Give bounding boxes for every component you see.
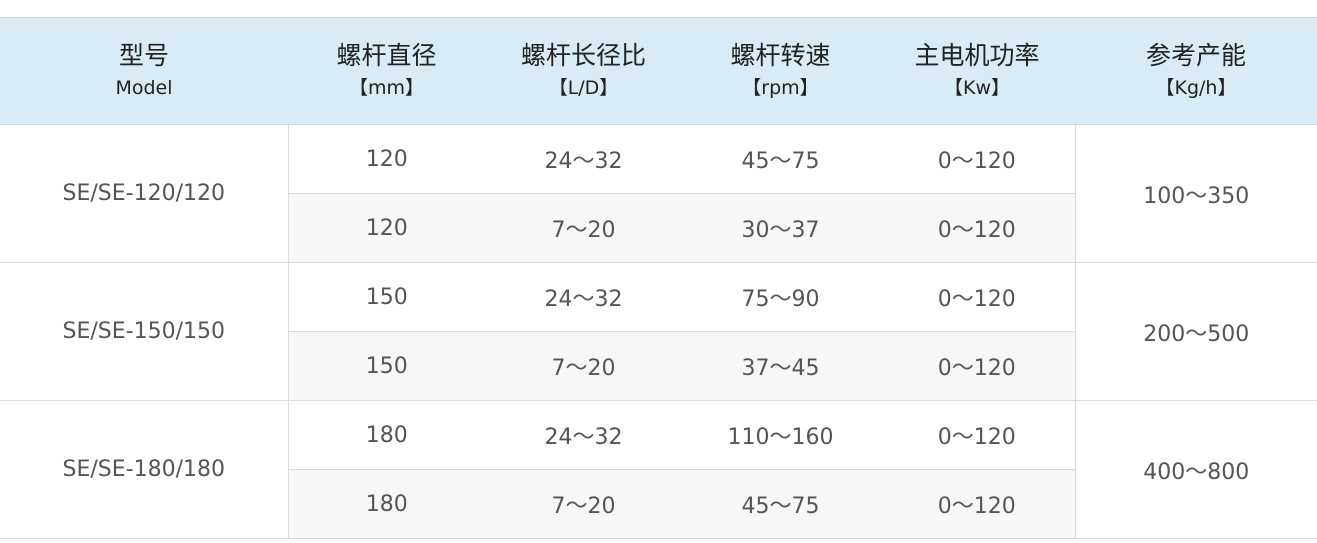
header-capacity: 参考产能【Kg/h】	[1075, 17, 1317, 125]
speed-cell: 30～37	[682, 193, 879, 263]
table-row: 180 7～20 45～75 0～120	[0, 469, 1317, 539]
speed-cell: 45～75	[682, 124, 879, 194]
header-row: 型号 Model 螺杆直径【mm】 螺杆长径比【L/D】 螺杆转速【rpm】 主电…	[0, 17, 1317, 125]
power-cell: 0～120	[879, 331, 1075, 401]
capacity-cell: 100～350	[1074, 124, 1317, 263]
ld-cell: 24～32	[485, 400, 682, 470]
header-en: 【mm】	[348, 77, 425, 99]
diameter-cell: 180	[288, 469, 485, 539]
table-row: SE/SE-180/180 180 24～32 110～160 0～120 400～800	[0, 400, 1317, 539]
power-cell: 0～120	[879, 469, 1075, 539]
header-cn: 螺杆长径比	[520, 41, 646, 70]
header-cn: 主电机功率	[914, 41, 1040, 70]
speed-cell: 37～45	[682, 331, 879, 401]
diameter-cell: 150	[288, 331, 485, 401]
spec-table: 型号 Model 螺杆直径【mm】 螺杆长径比【L/D】 螺杆转速【rpm】 主电…	[0, 17, 1317, 539]
power-cell: 0～120	[879, 400, 1075, 470]
ld-cell: 24～32	[485, 124, 682, 194]
power-cell: 0～120	[879, 262, 1075, 332]
model-cell: SE/SE-120/120	[0, 124, 289, 263]
header-speed: 螺杆转速【rpm】	[682, 17, 879, 125]
header-model: 型号 Model	[0, 17, 288, 125]
table-row: SE/SE-120/120 120 24～32 45～75 0～120 100～350	[0, 124, 1317, 263]
header-cn: 螺杆转速	[730, 41, 831, 70]
header-en: 【rpm】	[742, 77, 819, 99]
speed-cell: 75～90	[682, 262, 879, 332]
header-cn: 螺杆直径	[336, 41, 437, 70]
header-power: 主电机功率【Kw】	[879, 17, 1075, 125]
header-en: 【Kw】	[944, 77, 1010, 99]
header-en: 【L/D】	[548, 77, 619, 99]
table-row: SE/SE-150/150 150 24～32 75～90 0～120 200～500	[0, 262, 1317, 401]
table-row: 120 7～20 30～37 0～120	[0, 193, 1317, 263]
header-cn: 参考产能	[1145, 41, 1246, 70]
speed-cell: 45～75	[682, 469, 879, 539]
power-cell: 0～120	[879, 124, 1075, 194]
diameter-cell: 120	[288, 124, 485, 194]
diameter-cell: 120	[288, 193, 485, 263]
header-en: Model	[115, 77, 173, 99]
diameter-cell: 180	[288, 400, 485, 470]
ld-cell: 7～20	[485, 331, 682, 401]
ld-cell: 24～32	[485, 262, 682, 332]
diameter-cell: 150	[288, 262, 485, 332]
header-diameter: 螺杆直径【mm】	[288, 17, 485, 125]
capacity-cell: 400～800	[1074, 400, 1317, 539]
header-en: 【Kg/h】	[1155, 77, 1237, 99]
capacity-cell: 200～500	[1074, 262, 1317, 401]
model-cell: SE/SE-150/150	[0, 262, 289, 401]
power-cell: 0～120	[879, 193, 1075, 263]
table-row: 150 7～20 37～45 0～120	[0, 331, 1317, 401]
header-cn: 型号	[118, 41, 169, 70]
header-ld: 螺杆长径比【L/D】	[485, 17, 682, 125]
model-cell: SE/SE-180/180	[0, 400, 289, 539]
speed-cell: 110～160	[682, 400, 879, 470]
ld-cell: 7～20	[485, 469, 682, 539]
ld-cell: 7～20	[485, 193, 682, 263]
